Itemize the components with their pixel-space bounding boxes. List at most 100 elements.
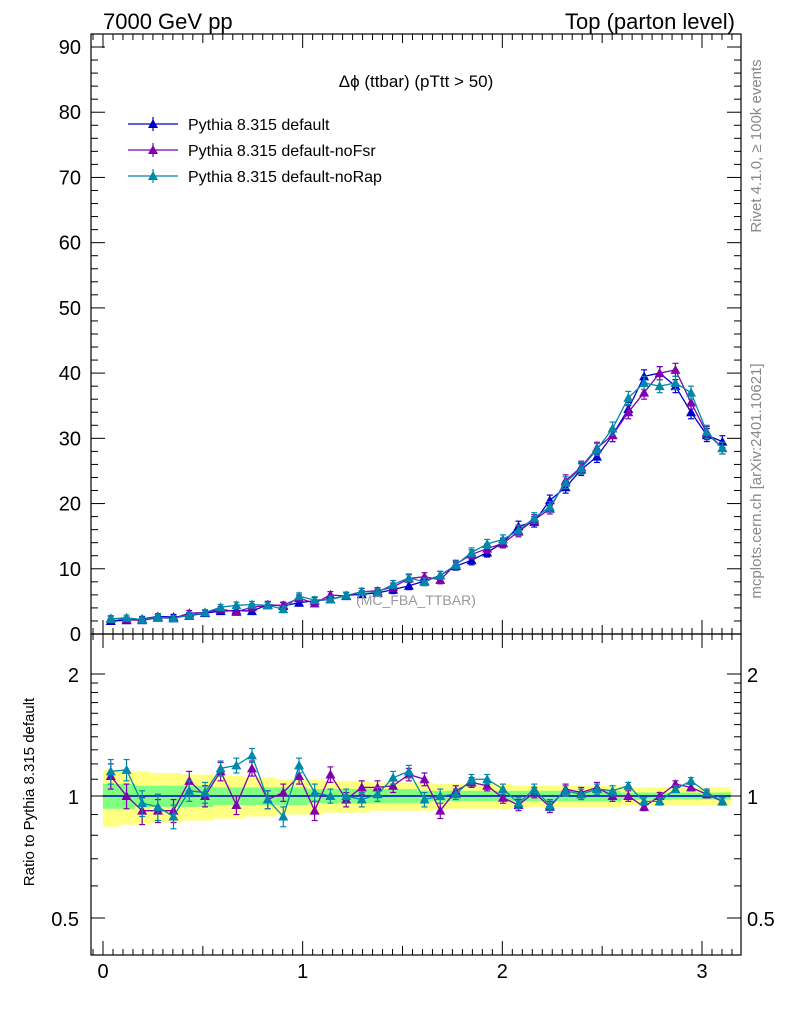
- main-noRap-point: [701, 426, 712, 436]
- ratio-noRap-point: [152, 801, 163, 811]
- plot-title: Δϕ (ttbar) (pTtt > 50): [339, 72, 494, 91]
- header-left-label: 7000 GeV pp: [103, 9, 233, 34]
- main-noRap-point: [325, 594, 336, 604]
- ratio-noRap-point: [639, 796, 650, 806]
- ratio-y-tick-label-right: 2: [747, 665, 758, 687]
- ratio-noRap-point: [701, 787, 712, 797]
- ratio-noRap-point: [325, 791, 336, 800]
- ratio-noRap-point: [654, 796, 665, 806]
- main-noRap-point: [419, 576, 430, 586]
- main-noRap-point: [639, 377, 650, 387]
- header-right-label: Top (parton level): [565, 9, 735, 34]
- ratio-noRap-point: [623, 780, 634, 790]
- ratio-noRap-point: [200, 787, 211, 797]
- ratio-panel-bands: [102, 769, 731, 827]
- ratio-noFsr-point: [388, 780, 399, 790]
- ratio-noRap-point: [168, 811, 179, 821]
- ratio-noFsr-point: [482, 780, 493, 790]
- ratio-noRap-point: [466, 774, 477, 784]
- main-noRap-point: [482, 538, 493, 548]
- main-noRap-point: [686, 387, 697, 397]
- main-noFsr-line: [110, 369, 723, 621]
- main-noRap-point: [200, 607, 211, 617]
- main-noRap-point: [576, 463, 587, 473]
- ratio-noRap-point: [560, 785, 571, 795]
- main-noRap-point: [372, 587, 383, 597]
- main-default-point: [717, 436, 728, 446]
- main-noRap-point: [231, 600, 242, 610]
- main-noRap-point: [529, 512, 540, 522]
- main-noRap-point: [513, 525, 524, 535]
- ratio-noFsr-point: [356, 782, 367, 792]
- y-tick-label: 50: [59, 298, 81, 320]
- main-noRap-point: [670, 377, 681, 387]
- main-panel-series: [105, 362, 728, 625]
- ratio-noRap-point: [262, 794, 273, 804]
- ratio-panel-series: [105, 747, 728, 830]
- ratio-noRap-point: [450, 789, 461, 799]
- ratio-noRap-line: [110, 754, 723, 818]
- main-default-point: [591, 451, 602, 461]
- legend-label: Pythia 8.315 default-noRap: [188, 169, 382, 186]
- y-tick-label: 10: [59, 559, 81, 581]
- y-tick-label: 20: [59, 494, 81, 516]
- y-tick-label: 90: [59, 37, 81, 59]
- ratio-noFsr-point: [435, 805, 446, 815]
- ratio-noRap-point: [184, 785, 195, 795]
- y-tick-label: 0: [70, 624, 81, 646]
- ratio-noRap-point: [246, 750, 257, 760]
- ratio-noRap-point: [670, 784, 681, 794]
- ratio-noFsr-point: [686, 782, 697, 792]
- main-noRap-point: [309, 595, 320, 605]
- ratio-noRap-point: [513, 798, 524, 808]
- ratio-noRap-point: [497, 784, 508, 794]
- ratio-noRap-point: [309, 787, 320, 797]
- legend-marker: [148, 145, 158, 154]
- ratio-noRap-point: [403, 766, 414, 776]
- main-noRap-point: [341, 590, 352, 600]
- ratio-noRap-point: [215, 763, 226, 773]
- legend-marker: [148, 119, 158, 128]
- ratio-noRap-point: [576, 789, 587, 799]
- rivet-side-label: Rivet 4.1.0, ≥ 100k events: [748, 59, 765, 232]
- main-default-line: [110, 372, 723, 622]
- ratio-y-axis-label: Ratio to Pythia 8.315 default: [21, 697, 38, 886]
- main-noFsr-point: [686, 397, 697, 407]
- legend-marker: [148, 171, 158, 180]
- main-default-point: [686, 407, 697, 417]
- main-noRap-line: [110, 382, 723, 621]
- ratio-frame: [90, 633, 742, 956]
- main-noRap-point: [623, 392, 634, 402]
- main-noFsr-point: [654, 368, 665, 378]
- ratio-noRap-point: [372, 789, 383, 799]
- ratio-noRap-point: [544, 800, 555, 810]
- main-noRap-point: [607, 423, 618, 433]
- main-noFsr-point: [639, 387, 650, 397]
- main-noRap-point: [278, 604, 289, 614]
- ratio-noFsr-point: [294, 771, 305, 781]
- y-tick-label: 70: [59, 167, 81, 189]
- ratio-noRap-point: [278, 811, 289, 821]
- main-noRap-point: [184, 610, 195, 620]
- x-tick-label: 3: [696, 961, 707, 983]
- main-noRap-point: [717, 443, 728, 453]
- x-tick-label: 0: [97, 961, 108, 983]
- main-noRap-point: [466, 547, 477, 557]
- main-noRap-point: [403, 572, 414, 582]
- ratio-noRap-point: [388, 772, 399, 782]
- ratio-noFsr-point: [639, 801, 650, 811]
- main-noRap-point: [450, 559, 461, 569]
- ratio-noRap-point: [356, 794, 367, 804]
- main-noRap-point: [654, 381, 665, 391]
- ratio-noFsr-point: [309, 805, 320, 815]
- ratio-noRap-point: [341, 791, 352, 800]
- ratio-noRap-point: [231, 760, 242, 770]
- main-noFsr-point: [670, 364, 681, 374]
- main-noRap-point: [388, 579, 399, 589]
- ratio-noRap-point: [137, 798, 148, 808]
- ratio-noFsr-point: [278, 787, 289, 797]
- main-noRap-point: [591, 444, 602, 454]
- legend: Pythia 8.315 default Pythia 8.315 default…: [128, 117, 382, 186]
